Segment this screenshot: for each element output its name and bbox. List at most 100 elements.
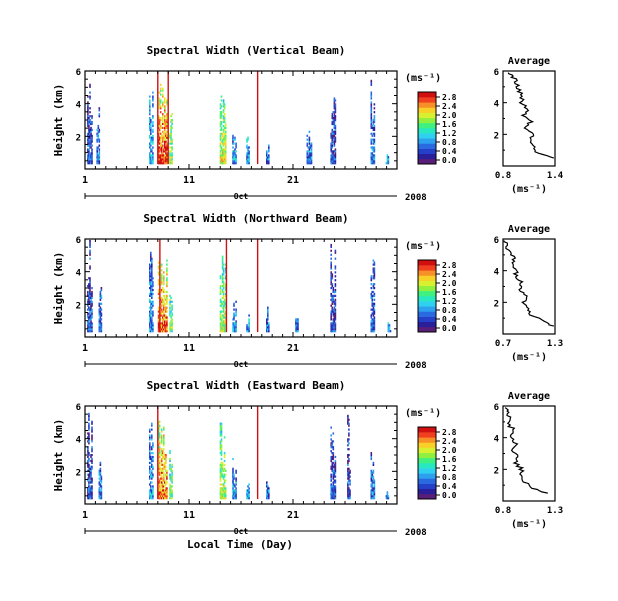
- heatmap-cell: [90, 162, 92, 165]
- heatmap-cell: [88, 481, 90, 484]
- heatmap-cell: [152, 292, 154, 296]
- heatmap-cell: [371, 126, 374, 129]
- colorbar-swatch: [418, 447, 436, 454]
- heatmap-cell: [224, 267, 227, 270]
- heatmap-cell: [152, 487, 154, 490]
- heatmap-cell: [371, 156, 374, 159]
- heatmap-cell: [232, 156, 234, 159]
- heatmap-cell: [91, 436, 93, 439]
- month-label: Oct: [234, 360, 249, 369]
- heatmap-cell: [150, 489, 152, 492]
- heatmap-cell: [150, 255, 152, 258]
- heatmap-cell: [160, 483, 163, 486]
- heatmap-cell: [332, 158, 335, 161]
- heatmap-cell: [268, 158, 270, 161]
- heatmap-cell: [151, 422, 153, 425]
- heatmap-cell: [232, 479, 234, 482]
- heatmap-cell: [164, 111, 166, 114]
- heatmap-cell: [267, 306, 269, 309]
- heatmap-cell: [348, 473, 350, 476]
- month-label: Oct: [234, 527, 249, 536]
- heatmap-cell: [88, 132, 90, 135]
- heatmap-cell: [149, 119, 151, 122]
- heatmap-cell: [247, 160, 249, 163]
- heatmap-cell: [169, 160, 171, 163]
- heatmap-cell: [151, 279, 153, 282]
- heatmap-cell: [234, 489, 236, 492]
- heatmap-cell: [157, 126, 160, 129]
- heatmap-cell: [160, 448, 163, 451]
- heatmap-cell: [219, 158, 222, 161]
- heatmap-cell: [162, 310, 164, 313]
- heatmap-cell: [160, 150, 163, 153]
- heatmap-cell: [220, 304, 223, 307]
- heatmap-cell: [166, 277, 168, 280]
- heatmap-cell: [334, 119, 337, 122]
- heatmap-cell: [334, 326, 337, 329]
- heatmap-cell: [373, 320, 376, 323]
- heatmap-cell: [220, 300, 223, 303]
- heatmap-cell: [91, 491, 93, 494]
- heatmap-cell: [373, 277, 376, 280]
- heatmap-cell: [334, 150, 337, 153]
- heatmap-cell: [370, 103, 373, 106]
- heatmap-cell: [334, 312, 337, 315]
- average-title: Average: [508, 391, 550, 402]
- heatmap-cell: [224, 130, 227, 133]
- heatmap-cell: [334, 495, 337, 498]
- heatmap-cell: [248, 158, 250, 161]
- heatmap-cell: [232, 328, 234, 331]
- heatmap-cell: [266, 160, 268, 163]
- heatmap-cell: [90, 308, 92, 311]
- heatmap-cell: [332, 320, 335, 323]
- heatmap-cell: [149, 146, 151, 149]
- heatmap-cell: [306, 150, 309, 153]
- heatmap-cell: [152, 304, 154, 307]
- heatmap-cell: [223, 103, 226, 106]
- heatmap-cell: [223, 300, 226, 303]
- heatmap-cell: [89, 471, 91, 474]
- heatmap-cell: [158, 473, 161, 476]
- heatmap-cell: [170, 146, 172, 149]
- heatmap-cell: [224, 126, 227, 129]
- heatmap-cell: [100, 328, 103, 331]
- heatmap-cell: [89, 290, 91, 294]
- heatmap-cell: [332, 457, 335, 461]
- heatmap-cell: [332, 465, 335, 468]
- heatmap-cell: [98, 491, 101, 494]
- heatmap-cell: [333, 330, 336, 333]
- heatmap-cell: [149, 428, 151, 431]
- heatmap-cell: [331, 491, 334, 494]
- colorbar-swatch: [418, 316, 436, 323]
- x-tick-label: 11: [183, 510, 195, 521]
- heatmap-cell: [90, 475, 92, 478]
- heatmap-cell: [296, 318, 298, 321]
- heatmap-cell: [268, 148, 270, 151]
- heatmap-cell: [88, 475, 90, 478]
- heatmap-cell: [334, 251, 337, 254]
- heatmap-cell: [171, 314, 173, 317]
- heatmap-cell: [163, 150, 165, 153]
- heatmap-cell: [372, 328, 375, 331]
- heatmap-cell: [100, 477, 103, 480]
- heatmap-cell: [334, 128, 337, 131]
- heatmap-cell: [158, 128, 161, 131]
- heatmap-cell: [235, 146, 237, 149]
- heatmap-cell: [163, 271, 165, 274]
- heatmap-cell: [87, 304, 89, 307]
- heatmap-cell: [334, 138, 337, 141]
- heatmap-cell: [372, 461, 375, 464]
- heatmap-cell: [163, 485, 165, 488]
- heatmap-cell: [330, 283, 332, 286]
- heatmap-cell: [331, 440, 334, 443]
- heatmap-cell: [151, 269, 153, 272]
- heatmap-cell: [89, 322, 91, 325]
- colorbar: 2.82.42.01.61.20.80.40.0(ms⁻¹): [405, 408, 457, 500]
- heatmap-cell: [370, 277, 373, 280]
- heatmap-cell: [157, 150, 160, 153]
- heatmap-cell: [370, 122, 373, 126]
- heatmap-cell: [159, 158, 162, 161]
- heatmap-cell: [371, 318, 374, 321]
- colorbar-swatch: [418, 128, 436, 134]
- heatmap-cell: [247, 154, 249, 157]
